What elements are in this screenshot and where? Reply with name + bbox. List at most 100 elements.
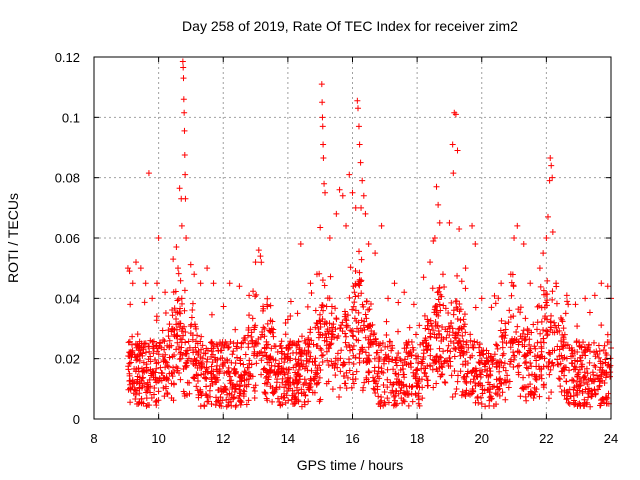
data-point xyxy=(168,394,175,401)
data-point xyxy=(470,376,477,383)
data-point xyxy=(230,382,237,389)
data-point xyxy=(384,376,391,383)
data-point xyxy=(387,338,394,345)
data-point xyxy=(171,331,178,338)
data-point xyxy=(149,295,156,302)
data-point xyxy=(385,399,392,406)
data-point xyxy=(267,302,274,309)
data-point xyxy=(264,320,271,327)
data-point xyxy=(180,75,187,82)
data-point xyxy=(336,186,343,193)
data-point xyxy=(525,365,532,372)
data-point xyxy=(132,391,139,398)
data-point xyxy=(266,327,273,334)
data-point xyxy=(545,395,552,402)
data-point xyxy=(197,280,204,287)
data-point xyxy=(492,390,499,397)
data-point xyxy=(171,305,178,312)
data-point xyxy=(353,318,360,325)
data-point xyxy=(548,360,555,367)
data-point xyxy=(392,370,399,377)
data-point xyxy=(232,326,239,333)
data-point xyxy=(252,382,259,389)
data-point xyxy=(341,380,348,387)
data-point xyxy=(580,402,587,409)
data-point xyxy=(485,373,492,380)
data-point xyxy=(220,303,227,310)
data-point xyxy=(483,355,490,362)
data-point xyxy=(190,349,197,356)
data-point xyxy=(259,329,266,336)
data-point xyxy=(480,351,487,358)
data-point xyxy=(202,391,209,398)
data-point xyxy=(161,346,168,353)
data-point xyxy=(287,312,294,319)
data-point xyxy=(195,391,202,398)
data-point xyxy=(577,382,584,389)
data-point xyxy=(395,299,402,306)
data-point xyxy=(180,64,187,71)
data-point xyxy=(245,327,252,334)
data-point xyxy=(440,348,447,355)
data-point xyxy=(249,315,256,322)
data-point xyxy=(359,177,366,184)
data-point xyxy=(452,346,459,353)
data-point xyxy=(295,378,302,385)
data-point xyxy=(540,384,547,391)
data-point xyxy=(269,398,276,405)
data-point xyxy=(303,357,310,364)
data-point xyxy=(274,348,281,355)
data-point xyxy=(421,312,428,319)
data-point xyxy=(153,397,160,404)
data-point xyxy=(547,324,554,331)
data-point xyxy=(450,307,457,314)
data-point xyxy=(534,326,541,333)
data-point xyxy=(236,390,243,397)
data-point xyxy=(588,392,595,399)
data-point xyxy=(397,355,404,362)
data-point xyxy=(284,377,291,384)
data-point xyxy=(354,105,361,112)
data-point xyxy=(245,376,252,383)
data-point xyxy=(469,386,476,393)
data-point xyxy=(433,380,440,387)
data-point xyxy=(448,372,455,379)
data-point xyxy=(500,350,507,357)
data-point xyxy=(441,358,448,365)
data-point xyxy=(267,370,274,377)
data-point xyxy=(523,358,530,365)
data-point xyxy=(145,170,152,177)
data-point xyxy=(465,344,472,351)
data-point xyxy=(530,321,537,328)
data-point xyxy=(439,271,446,278)
data-point xyxy=(320,141,327,148)
data-point xyxy=(384,384,391,391)
data-point xyxy=(502,396,509,403)
data-point xyxy=(287,298,294,305)
data-point xyxy=(403,349,410,356)
data-point xyxy=(533,357,540,364)
data-point xyxy=(183,235,190,241)
data-point xyxy=(555,375,562,382)
data-point xyxy=(534,303,541,310)
data-point xyxy=(347,327,354,334)
data-point xyxy=(433,183,440,190)
data-point xyxy=(334,350,341,357)
data-point xyxy=(260,324,267,331)
data-point xyxy=(213,398,220,405)
data-point xyxy=(273,384,280,391)
data-point xyxy=(319,114,326,121)
data-point xyxy=(434,322,441,329)
data-point xyxy=(360,384,367,391)
data-point xyxy=(352,267,359,274)
data-point xyxy=(470,344,477,351)
data-point xyxy=(351,299,358,306)
data-point xyxy=(125,339,132,346)
data-point xyxy=(467,331,474,338)
data-point xyxy=(575,401,582,408)
data-point xyxy=(315,334,322,341)
data-point xyxy=(499,339,506,346)
data-point xyxy=(454,315,461,322)
data-point xyxy=(549,347,556,354)
data-point xyxy=(602,370,609,377)
